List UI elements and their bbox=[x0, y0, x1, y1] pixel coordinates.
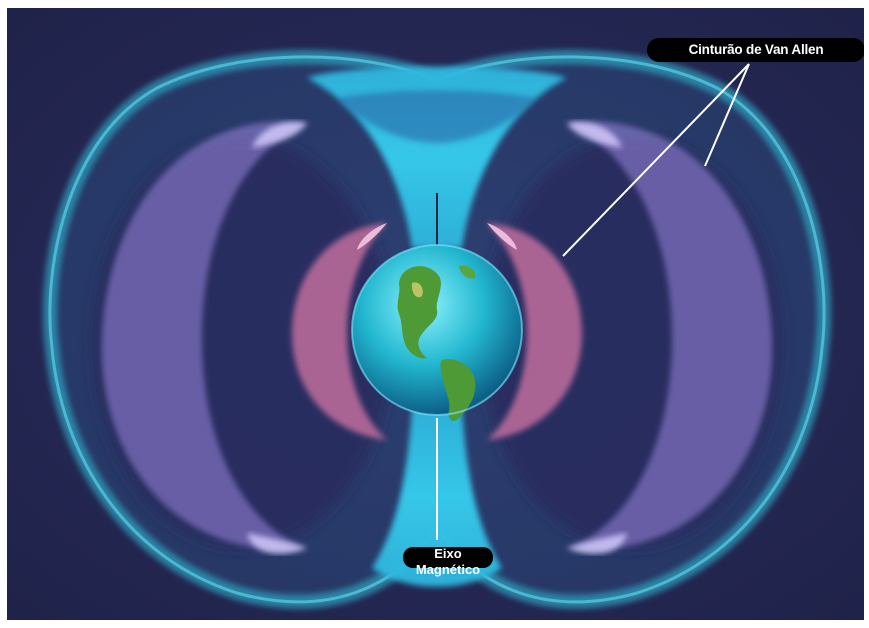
axis-label-background bbox=[403, 547, 493, 568]
van-allen-diagram: Cinturão de Van Allen Eixo Magnético bbox=[7, 8, 864, 620]
van-allen-belt-label: Cinturão de Van Allen bbox=[647, 38, 864, 62]
inner-belt bbox=[292, 223, 582, 440]
outer-belt bbox=[101, 121, 773, 554]
magnetic-axis-label: Eixo Magnético bbox=[392, 546, 504, 578]
belt-pointer-lines bbox=[562, 63, 750, 257]
axis-label-line2: Magnético bbox=[415, 562, 481, 577]
axis-label-line1: Eixo bbox=[434, 546, 462, 561]
earth bbox=[351, 244, 523, 421]
diagram-illustration bbox=[7, 8, 864, 620]
